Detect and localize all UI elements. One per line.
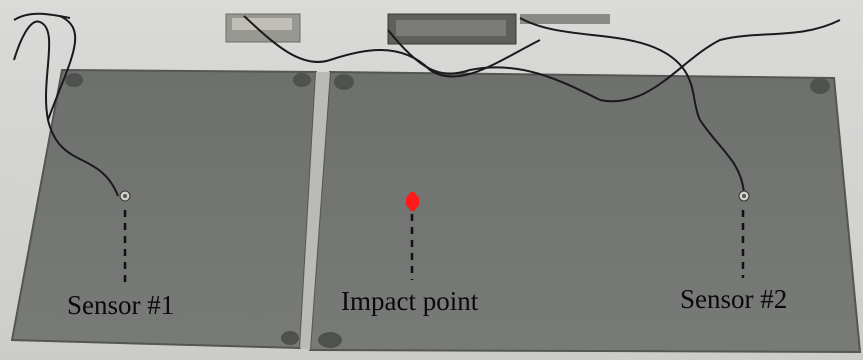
sensor-1-device [119, 190, 131, 202]
sensor-2-label: Sensor #2 [680, 284, 788, 314]
sensor-1-label: Sensor #1 [67, 290, 175, 320]
impact-point-label: Impact point [341, 286, 479, 316]
leader-lines [123, 210, 745, 282]
impact-marker [406, 192, 419, 211]
sensor-2-device [738, 190, 750, 202]
cables [13, 12, 841, 197]
